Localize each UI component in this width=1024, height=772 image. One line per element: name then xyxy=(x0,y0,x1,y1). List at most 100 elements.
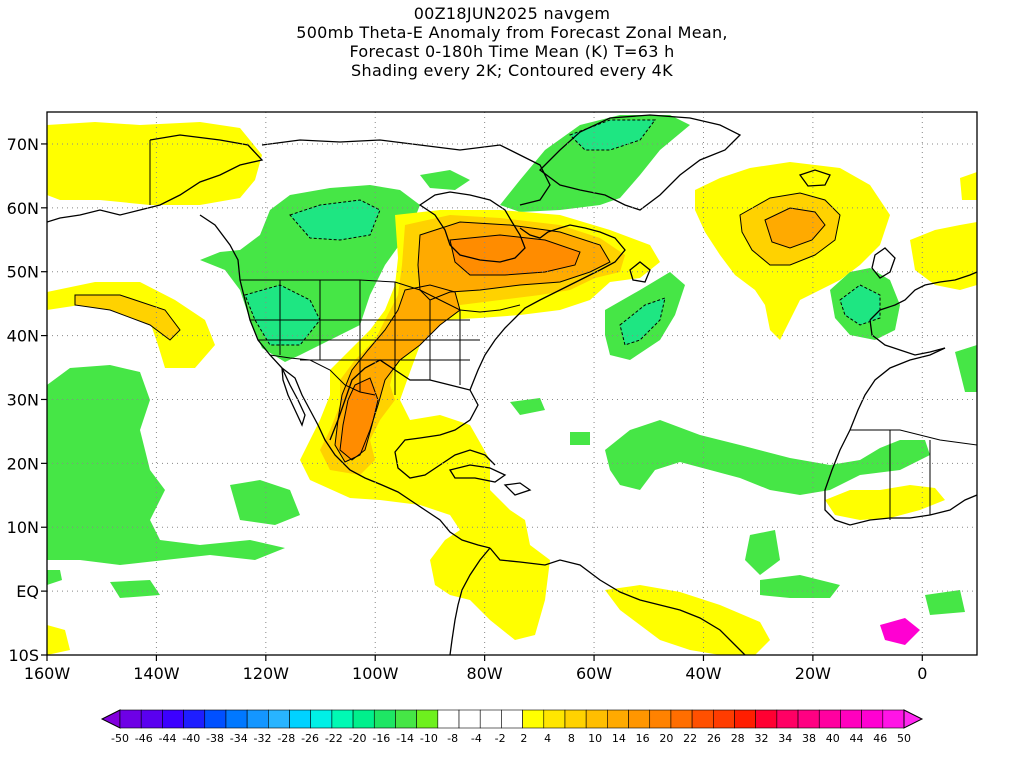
lon-label: 100W xyxy=(352,664,399,683)
shade-green-east-pacific xyxy=(47,365,285,565)
lat-label: EQ xyxy=(16,582,39,601)
lon-label: 140W xyxy=(133,664,180,683)
lat-label: 30N xyxy=(7,390,39,409)
colorbar-swatch xyxy=(204,709,227,729)
colorbar-arrow-left xyxy=(100,709,121,729)
lon-label: 20W xyxy=(795,664,831,683)
title-line-4: Shading every 2K; Contoured every 4K xyxy=(351,61,673,80)
colorbar-swatch xyxy=(649,709,672,729)
colorbar-swatch xyxy=(395,709,417,729)
colorbar-swatch xyxy=(755,709,778,729)
colorbar-swatch xyxy=(437,709,460,729)
political-borders xyxy=(149,140,977,520)
contour-greenland-neg xyxy=(569,119,656,151)
lat-label: 20N xyxy=(7,454,39,473)
colorbar-label: -46 xyxy=(135,732,153,745)
colorbar-swatch xyxy=(310,709,333,729)
shade-yellow-south-america xyxy=(605,585,770,655)
colorbar-swatch xyxy=(712,709,735,729)
shade-teal-canada xyxy=(290,200,380,240)
colorbar-label: -34 xyxy=(230,732,248,745)
contour-quebec-inner xyxy=(449,234,581,276)
shade-green-central-atlantic xyxy=(605,420,930,495)
colorbar-swatch xyxy=(416,709,439,729)
colorbar-swatch xyxy=(140,709,163,729)
coast-na-east xyxy=(469,224,626,391)
colorbar-label: -44 xyxy=(159,732,177,745)
contour-mexico-outer xyxy=(334,284,461,463)
coast-newfoundland xyxy=(629,261,651,283)
colorbar-swatch xyxy=(479,709,502,729)
shade-yellow-west-africa xyxy=(825,485,945,520)
title-line-2: 500mb Theta-E Anomaly from Forecast Zona… xyxy=(296,23,728,42)
coast-iberia xyxy=(869,319,946,356)
shade-teal-west-atlantic xyxy=(620,298,665,345)
shade-yellow-europe xyxy=(910,222,977,290)
colorbar-label: 14 xyxy=(612,732,626,745)
colorbar-label: 44 xyxy=(849,732,863,745)
shade-green-pacific-eq xyxy=(110,580,160,598)
coast-africa xyxy=(824,347,977,526)
colorbar-label: -26 xyxy=(301,732,319,745)
colorbar-label: 10 xyxy=(588,732,602,745)
coast-greenland xyxy=(539,114,742,211)
colorbar-label: -40 xyxy=(182,732,200,745)
coast-arctic xyxy=(261,139,551,206)
coast-south-america-west xyxy=(449,547,491,655)
colorbar-swatch xyxy=(501,709,523,729)
colorbar-swatch xyxy=(268,709,290,729)
colorbar-swatch xyxy=(373,709,396,729)
colorbar-label: 4 xyxy=(544,732,551,745)
shade-yellow-central-pacific xyxy=(47,282,215,368)
colorbar-label: -8 xyxy=(447,732,458,745)
contour-central-pacific xyxy=(74,294,181,341)
lat-label: 10S xyxy=(8,646,39,665)
colorbar-swatch xyxy=(522,709,545,729)
colorbar-swatch xyxy=(585,709,608,729)
colorbar-label: 34 xyxy=(778,732,792,745)
title-line-1: 00Z18JUN2025 navgem xyxy=(413,4,611,23)
coast-gulf-mexico xyxy=(329,359,496,479)
coast-baja xyxy=(281,367,306,427)
colorbar-label: -22 xyxy=(325,732,343,745)
colorbar-label: 22 xyxy=(683,732,697,745)
shade-darkorange-quebec xyxy=(450,235,580,275)
shade-green-atlantic-patch-2 xyxy=(570,432,590,445)
anomaly-shading xyxy=(47,115,977,655)
lon-label: 60W xyxy=(576,664,612,683)
coast-iceland xyxy=(798,169,831,187)
colorbar-label: -2 xyxy=(495,732,506,745)
colorbar-label: -28 xyxy=(277,732,295,745)
lon-label: 160W xyxy=(24,664,71,683)
colorbar-swatch xyxy=(818,709,841,729)
title-block: 00Z18JUN2025 navgem 500mb Theta-E Anomal… xyxy=(0,4,1024,80)
shade-green-gulf-guinea xyxy=(925,590,965,615)
colorbar-label: 16 xyxy=(636,732,650,745)
contour-mexico-inner xyxy=(339,377,379,461)
colorbar-swatch xyxy=(458,709,481,729)
shade-green-pacific-sw xyxy=(47,570,62,585)
border-africa-1 xyxy=(850,429,977,446)
colorbar-label: -4 xyxy=(471,732,482,745)
colorbar-swatch xyxy=(162,709,184,729)
coastlines xyxy=(47,114,977,655)
contour-western-na-neg xyxy=(244,284,321,346)
colorbar-swatch xyxy=(882,709,905,729)
colorbar-swatch xyxy=(183,709,206,729)
colorbar-swatch xyxy=(225,709,248,729)
colorbar-swatch xyxy=(352,709,375,729)
colorbar xyxy=(100,709,924,729)
shade-green-atlantic-patch-4 xyxy=(760,575,840,598)
shade-darkorange-mexico xyxy=(340,378,378,460)
colorbar-label: -32 xyxy=(254,732,272,745)
contour-quebec-outer xyxy=(417,221,611,301)
lat-label: 10N xyxy=(7,518,39,537)
coast-hispaniola xyxy=(503,482,532,496)
colorbar-swatch xyxy=(861,709,884,729)
colorbar-swatch xyxy=(691,709,714,729)
shade-green-atlantic-patch-3 xyxy=(745,530,780,575)
lat-label: 60N xyxy=(7,199,39,218)
lat-label: 70N xyxy=(7,135,39,154)
colorbar-label: -14 xyxy=(396,732,414,745)
